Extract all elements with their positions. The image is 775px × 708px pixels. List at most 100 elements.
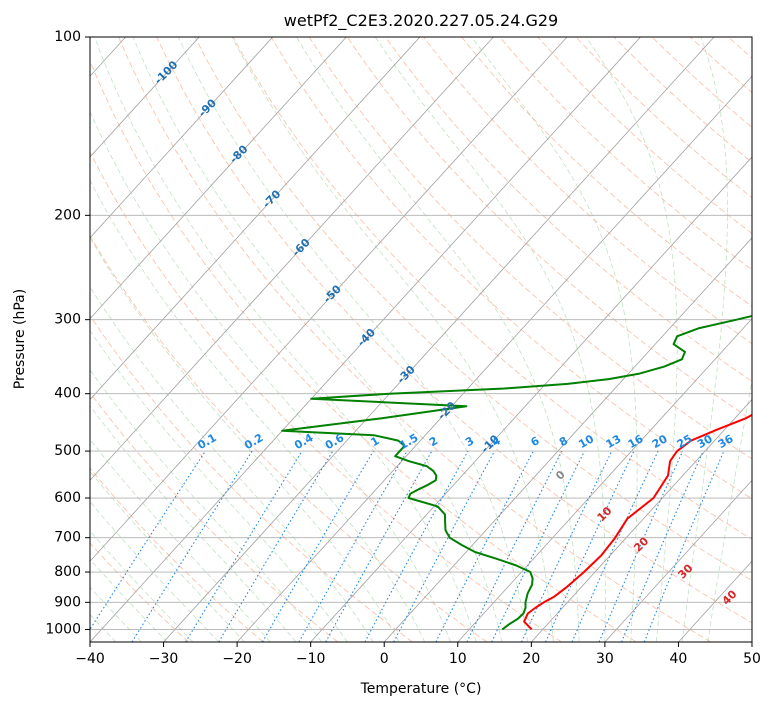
- isotherm: [531, 398, 752, 642]
- y-tick-label: 300: [54, 312, 81, 328]
- mixing-ratio-label: 25: [675, 432, 695, 451]
- mixing-ratio-line: [185, 450, 303, 642]
- isotherm: [751, 641, 752, 642]
- moist-adiabat: [177, 37, 529, 642]
- mixing-ratio-label: 8: [557, 434, 570, 449]
- y-tick-label: 700: [54, 530, 81, 546]
- chart-title: wetPf2_C2E3.2020.227.05.24.G29: [284, 11, 558, 31]
- moist-adiabat-label: 40: [720, 587, 740, 607]
- dewpoint-profile-line: [281, 314, 752, 631]
- isotherm: [236, 75, 752, 642]
- mixing-ratio-label: 0.1: [195, 431, 218, 452]
- moist-adiabat: [296, 37, 580, 642]
- plot-frame: [89, 36, 753, 643]
- mixing-ratio-line: [298, 450, 408, 642]
- moist-adiabat: [90, 179, 426, 642]
- mixing-ratio-line: [262, 450, 374, 642]
- mixing-ratio-label: 0.2: [242, 431, 265, 452]
- y-tick-label: 400: [54, 386, 81, 402]
- isotherm: [604, 479, 752, 642]
- temperature-profile-line: [523, 413, 752, 631]
- plot-area: -100-90-80-70-60-50-40-30-20-10010203040…: [90, 37, 752, 642]
- isotherm: [90, 37, 641, 642]
- moist-adiabat: [90, 369, 323, 642]
- dry-adiabat: [346, 37, 752, 421]
- y-axis-label: Pressure (hPa): [12, 289, 28, 389]
- mixing-ratio-line: [621, 450, 704, 642]
- dry-adiabat: [90, 391, 339, 642]
- mixing-ratio-label: 0.4: [292, 431, 316, 452]
- moist-adiabat: [707, 377, 752, 642]
- isotherm: [383, 237, 752, 642]
- mixing-ratio-label: 2: [427, 434, 440, 449]
- mixing-ratio-line: [435, 450, 534, 642]
- mixing-ratio-label: 13: [604, 432, 624, 451]
- y-tick-label: 200: [54, 207, 81, 223]
- mixing-ratio-line: [393, 450, 495, 642]
- x-tick-label: −30: [149, 651, 179, 667]
- isotherm: [90, 37, 568, 562]
- dry-adiabat: [194, 37, 752, 582]
- dry-adiabat: [461, 37, 752, 307]
- mixing-ratio-label: 20: [650, 432, 670, 451]
- mixing-ratio-label: 36: [716, 432, 736, 451]
- dry-adiabat: [385, 37, 752, 382]
- dry-adiabat: [90, 59, 637, 642]
- dry-adiabat: [90, 234, 488, 642]
- moist-adiabat-label: 30: [675, 561, 695, 581]
- moist-adiabat: [90, 470, 245, 642]
- moist-adiabat: [231, 37, 554, 642]
- mixing-ratio-line: [364, 450, 469, 642]
- y-tick-label: 600: [54, 490, 81, 506]
- x-tick-label: −20: [222, 651, 252, 667]
- sounding-profiles: [281, 314, 752, 631]
- moist-adiabat: [90, 329, 348, 642]
- x-axis-ticks: −40 −30 −20 −10 0 10 20 30 40 50: [75, 642, 761, 667]
- isotherm: [678, 560, 752, 642]
- dry-adiabat: [90, 542, 189, 642]
- dry-adiabat: [118, 37, 712, 642]
- moist-adiabat-label: 0: [553, 468, 568, 483]
- isotherms: [90, 37, 752, 642]
- y-tick-label: 1000: [45, 621, 81, 637]
- moist-adiabat: [90, 438, 271, 642]
- moist-adiabat: [681, 37, 728, 642]
- dry-adiabat: [651, 37, 752, 128]
- moist-adiabat: [90, 236, 400, 642]
- moist-adiabat: [90, 405, 297, 642]
- moist-adiabat: [90, 586, 142, 642]
- moist-adiabat: [90, 110, 451, 642]
- y-tick-label: 800: [54, 564, 81, 580]
- mixing-ratio-line: [466, 450, 563, 642]
- mixing-ratio-lines: [90, 450, 725, 642]
- isotherm: [163, 37, 715, 642]
- mixing-ratio-line: [90, 450, 206, 631]
- mixing-ratio-line: [131, 450, 253, 642]
- moist-adiabat: [90, 530, 194, 642]
- x-tick-label: 0: [380, 651, 389, 667]
- y-tick-label: 900: [54, 594, 81, 610]
- dry-adiabat: [270, 37, 752, 500]
- x-axis-label: Temperature (°C): [360, 681, 482, 697]
- dry-adiabat: [90, 314, 413, 642]
- x-tick-label: 50: [743, 651, 761, 667]
- x-tick-label: 40: [670, 651, 688, 667]
- isotherm: [310, 156, 752, 642]
- moist-adiabat: [90, 501, 219, 642]
- isotherm: [90, 37, 421, 401]
- mixing-ratio-label: 10: [576, 432, 596, 451]
- moist-adiabat: [90, 558, 168, 642]
- mixing-ratio-line: [325, 450, 433, 642]
- x-tick-label: 30: [596, 651, 614, 667]
- x-tick-label: 20: [522, 651, 540, 667]
- x-tick-label: −40: [75, 651, 105, 667]
- y-tick-label: 100: [54, 29, 81, 45]
- y-tick-label: 500: [54, 443, 81, 459]
- moist-adiabat: [90, 286, 374, 642]
- y-axis-ticks: 100 200 300 400 500 600 700 800 900 1000: [45, 29, 90, 637]
- isotherm: [90, 37, 494, 481]
- x-tick-label: −10: [296, 651, 326, 667]
- isotherm: [90, 37, 200, 158]
- mixing-ratio-line: [598, 450, 684, 642]
